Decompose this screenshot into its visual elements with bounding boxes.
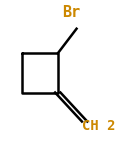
Text: CH 2: CH 2 [82, 119, 115, 133]
Text: Br: Br [62, 5, 80, 20]
